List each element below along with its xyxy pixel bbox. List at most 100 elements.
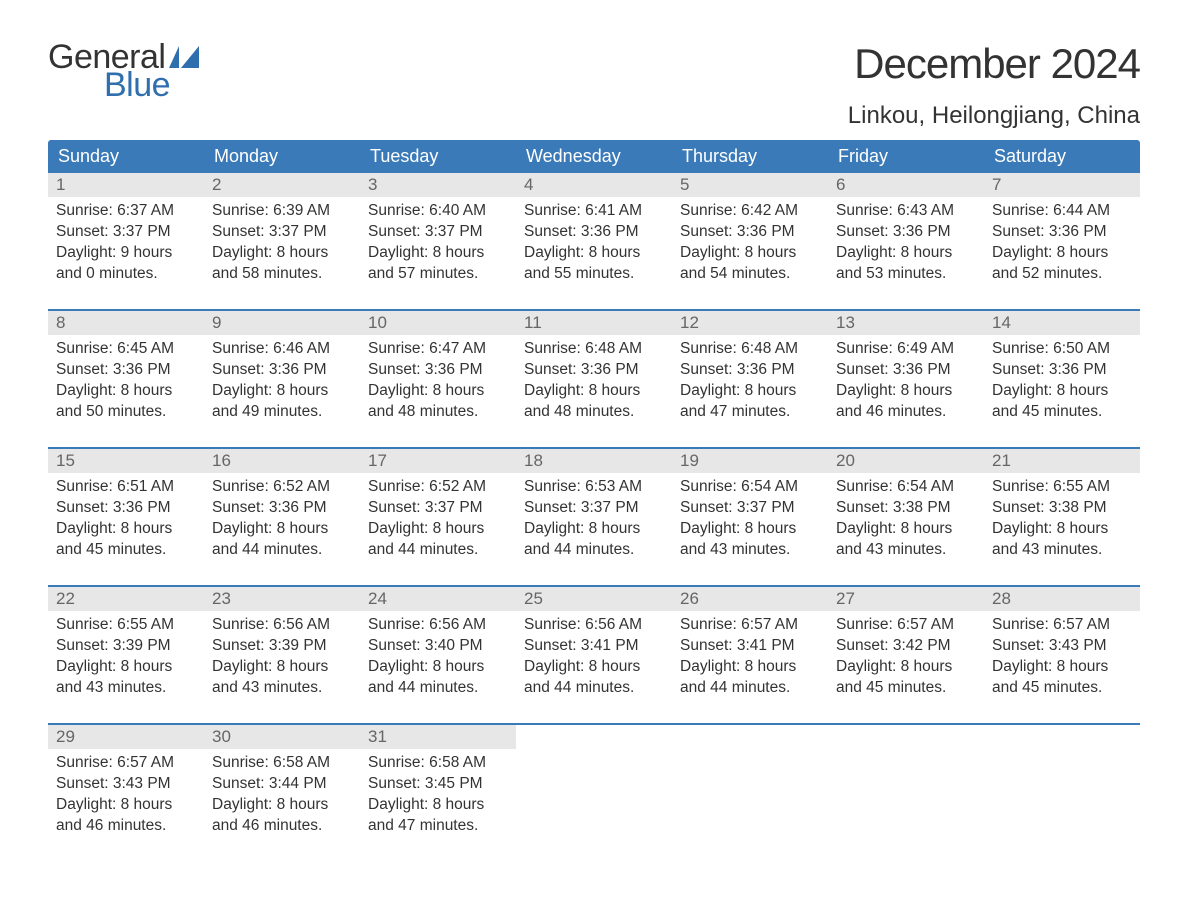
day-info: Sunrise: 6:56 AMSunset: 3:40 PMDaylight:… bbox=[360, 611, 516, 699]
calendar-day: 3Sunrise: 6:40 AMSunset: 3:37 PMDaylight… bbox=[360, 173, 516, 293]
day-info: Sunrise: 6:50 AMSunset: 3:36 PMDaylight:… bbox=[984, 335, 1140, 423]
day-info: Sunrise: 6:51 AMSunset: 3:36 PMDaylight:… bbox=[48, 473, 204, 561]
day-info: Sunrise: 6:55 AMSunset: 3:39 PMDaylight:… bbox=[48, 611, 204, 699]
weekday-label: Sunday bbox=[48, 140, 204, 173]
calendar-day: 23Sunrise: 6:56 AMSunset: 3:39 PMDayligh… bbox=[204, 587, 360, 707]
day-info: Sunrise: 6:48 AMSunset: 3:36 PMDaylight:… bbox=[516, 335, 672, 423]
day-info: Sunrise: 6:37 AMSunset: 3:37 PMDaylight:… bbox=[48, 197, 204, 285]
calendar-day bbox=[672, 725, 828, 845]
calendar-day bbox=[516, 725, 672, 845]
day-number: 30 bbox=[204, 725, 360, 749]
day-number: 24 bbox=[360, 587, 516, 611]
day-info: Sunrise: 6:58 AMSunset: 3:45 PMDaylight:… bbox=[360, 749, 516, 837]
calendar-day: 12Sunrise: 6:48 AMSunset: 3:36 PMDayligh… bbox=[672, 311, 828, 431]
day-info: Sunrise: 6:56 AMSunset: 3:39 PMDaylight:… bbox=[204, 611, 360, 699]
calendar-week: 8Sunrise: 6:45 AMSunset: 3:36 PMDaylight… bbox=[48, 309, 1140, 431]
calendar-day: 22Sunrise: 6:55 AMSunset: 3:39 PMDayligh… bbox=[48, 587, 204, 707]
day-number: 11 bbox=[516, 311, 672, 335]
day-info: Sunrise: 6:44 AMSunset: 3:36 PMDaylight:… bbox=[984, 197, 1140, 285]
calendar-week: 29Sunrise: 6:57 AMSunset: 3:43 PMDayligh… bbox=[48, 723, 1140, 845]
weekday-header: SundayMondayTuesdayWednesdayThursdayFrid… bbox=[48, 140, 1140, 173]
day-info: Sunrise: 6:45 AMSunset: 3:36 PMDaylight:… bbox=[48, 335, 204, 423]
day-number: 31 bbox=[360, 725, 516, 749]
day-number: 17 bbox=[360, 449, 516, 473]
calendar-day: 2Sunrise: 6:39 AMSunset: 3:37 PMDaylight… bbox=[204, 173, 360, 293]
calendar-day: 19Sunrise: 6:54 AMSunset: 3:37 PMDayligh… bbox=[672, 449, 828, 569]
day-info: Sunrise: 6:57 AMSunset: 3:42 PMDaylight:… bbox=[828, 611, 984, 699]
calendar-day bbox=[984, 725, 1140, 845]
day-number: 21 bbox=[984, 449, 1140, 473]
weekday-label: Saturday bbox=[984, 140, 1140, 173]
day-info: Sunrise: 6:57 AMSunset: 3:43 PMDaylight:… bbox=[984, 611, 1140, 699]
day-info: Sunrise: 6:48 AMSunset: 3:36 PMDaylight:… bbox=[672, 335, 828, 423]
calendar: SundayMondayTuesdayWednesdayThursdayFrid… bbox=[48, 140, 1140, 845]
calendar-day: 4Sunrise: 6:41 AMSunset: 3:36 PMDaylight… bbox=[516, 173, 672, 293]
day-info: Sunrise: 6:58 AMSunset: 3:44 PMDaylight:… bbox=[204, 749, 360, 837]
day-info: Sunrise: 6:56 AMSunset: 3:41 PMDaylight:… bbox=[516, 611, 672, 699]
day-number: 8 bbox=[48, 311, 204, 335]
calendar-week: 15Sunrise: 6:51 AMSunset: 3:36 PMDayligh… bbox=[48, 447, 1140, 569]
day-number: 9 bbox=[204, 311, 360, 335]
weekday-label: Monday bbox=[204, 140, 360, 173]
day-number: 13 bbox=[828, 311, 984, 335]
logo-flag-icon bbox=[169, 46, 199, 68]
day-info: Sunrise: 6:47 AMSunset: 3:36 PMDaylight:… bbox=[360, 335, 516, 423]
day-info: Sunrise: 6:49 AMSunset: 3:36 PMDaylight:… bbox=[828, 335, 984, 423]
day-info: Sunrise: 6:53 AMSunset: 3:37 PMDaylight:… bbox=[516, 473, 672, 561]
day-number: 3 bbox=[360, 173, 516, 197]
calendar-day: 7Sunrise: 6:44 AMSunset: 3:36 PMDaylight… bbox=[984, 173, 1140, 293]
day-number: 23 bbox=[204, 587, 360, 611]
day-number: 19 bbox=[672, 449, 828, 473]
calendar-day: 16Sunrise: 6:52 AMSunset: 3:36 PMDayligh… bbox=[204, 449, 360, 569]
day-info: Sunrise: 6:40 AMSunset: 3:37 PMDaylight:… bbox=[360, 197, 516, 285]
weekday-label: Thursday bbox=[672, 140, 828, 173]
calendar-day: 28Sunrise: 6:57 AMSunset: 3:43 PMDayligh… bbox=[984, 587, 1140, 707]
day-number: 26 bbox=[672, 587, 828, 611]
weekday-label: Wednesday bbox=[516, 140, 672, 173]
logo: General Blue bbox=[48, 40, 199, 102]
calendar-day: 25Sunrise: 6:56 AMSunset: 3:41 PMDayligh… bbox=[516, 587, 672, 707]
calendar-day: 11Sunrise: 6:48 AMSunset: 3:36 PMDayligh… bbox=[516, 311, 672, 431]
day-number: 1 bbox=[48, 173, 204, 197]
location: Linkou, Heilongjiang, China bbox=[848, 102, 1140, 130]
day-info: Sunrise: 6:54 AMSunset: 3:38 PMDaylight:… bbox=[828, 473, 984, 561]
day-info: Sunrise: 6:55 AMSunset: 3:38 PMDaylight:… bbox=[984, 473, 1140, 561]
day-info: Sunrise: 6:41 AMSunset: 3:36 PMDaylight:… bbox=[516, 197, 672, 285]
calendar-day: 8Sunrise: 6:45 AMSunset: 3:36 PMDaylight… bbox=[48, 311, 204, 431]
month-title: December 2024 bbox=[848, 40, 1140, 88]
day-number: 16 bbox=[204, 449, 360, 473]
calendar-day: 31Sunrise: 6:58 AMSunset: 3:45 PMDayligh… bbox=[360, 725, 516, 845]
day-number: 18 bbox=[516, 449, 672, 473]
day-number: 4 bbox=[516, 173, 672, 197]
day-number: 28 bbox=[984, 587, 1140, 611]
day-number: 12 bbox=[672, 311, 828, 335]
calendar-day: 13Sunrise: 6:49 AMSunset: 3:36 PMDayligh… bbox=[828, 311, 984, 431]
day-info: Sunrise: 6:54 AMSunset: 3:37 PMDaylight:… bbox=[672, 473, 828, 561]
calendar-day: 27Sunrise: 6:57 AMSunset: 3:42 PMDayligh… bbox=[828, 587, 984, 707]
day-info: Sunrise: 6:46 AMSunset: 3:36 PMDaylight:… bbox=[204, 335, 360, 423]
day-number: 14 bbox=[984, 311, 1140, 335]
header: General Blue December 2024 Linkou, Heilo… bbox=[48, 40, 1140, 130]
day-info: Sunrise: 6:42 AMSunset: 3:36 PMDaylight:… bbox=[672, 197, 828, 285]
weekday-label: Friday bbox=[828, 140, 984, 173]
day-info: Sunrise: 6:52 AMSunset: 3:37 PMDaylight:… bbox=[360, 473, 516, 561]
calendar-day: 30Sunrise: 6:58 AMSunset: 3:44 PMDayligh… bbox=[204, 725, 360, 845]
day-number: 5 bbox=[672, 173, 828, 197]
day-info: Sunrise: 6:57 AMSunset: 3:43 PMDaylight:… bbox=[48, 749, 204, 837]
calendar-day: 20Sunrise: 6:54 AMSunset: 3:38 PMDayligh… bbox=[828, 449, 984, 569]
calendar-day: 26Sunrise: 6:57 AMSunset: 3:41 PMDayligh… bbox=[672, 587, 828, 707]
calendar-day: 15Sunrise: 6:51 AMSunset: 3:36 PMDayligh… bbox=[48, 449, 204, 569]
weekday-label: Tuesday bbox=[360, 140, 516, 173]
calendar-week: 22Sunrise: 6:55 AMSunset: 3:39 PMDayligh… bbox=[48, 585, 1140, 707]
calendar-day: 29Sunrise: 6:57 AMSunset: 3:43 PMDayligh… bbox=[48, 725, 204, 845]
calendar-day bbox=[828, 725, 984, 845]
calendar-day: 17Sunrise: 6:52 AMSunset: 3:37 PMDayligh… bbox=[360, 449, 516, 569]
day-info: Sunrise: 6:39 AMSunset: 3:37 PMDaylight:… bbox=[204, 197, 360, 285]
day-number: 22 bbox=[48, 587, 204, 611]
title-block: December 2024 Linkou, Heilongjiang, Chin… bbox=[848, 40, 1140, 130]
day-info: Sunrise: 6:52 AMSunset: 3:36 PMDaylight:… bbox=[204, 473, 360, 561]
day-number: 25 bbox=[516, 587, 672, 611]
day-number: 27 bbox=[828, 587, 984, 611]
calendar-week: 1Sunrise: 6:37 AMSunset: 3:37 PMDaylight… bbox=[48, 173, 1140, 293]
calendar-day: 24Sunrise: 6:56 AMSunset: 3:40 PMDayligh… bbox=[360, 587, 516, 707]
